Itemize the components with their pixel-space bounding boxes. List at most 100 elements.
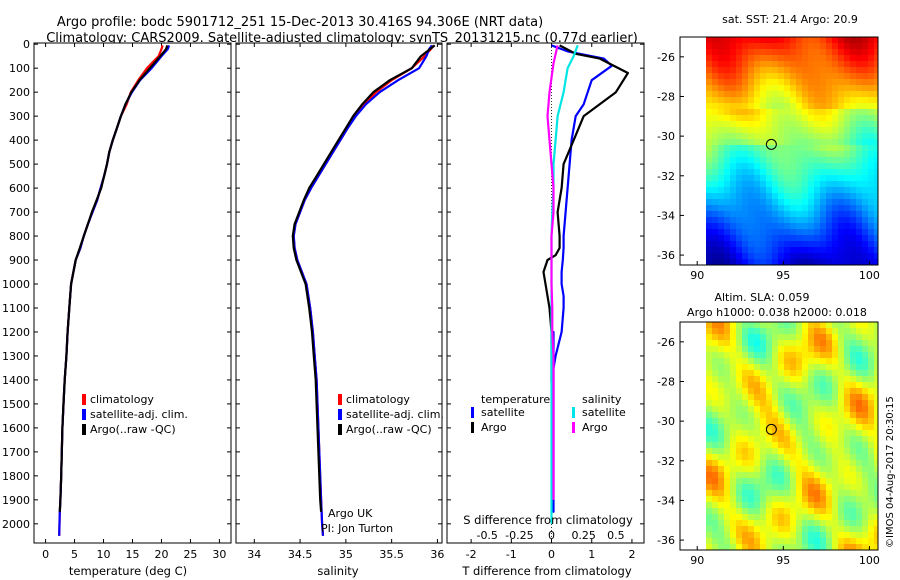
sla-cell	[742, 376, 748, 382]
sst-cell	[712, 37, 718, 43]
sst-cell	[826, 247, 832, 253]
series-line-salinity-argo	[546, 45, 559, 500]
sst-cell	[844, 229, 850, 235]
sla-cell	[790, 514, 796, 520]
sst-cell	[754, 241, 760, 247]
sla-cell	[826, 532, 832, 538]
sst-cell	[820, 139, 826, 145]
sla-cell	[736, 370, 742, 376]
sst-cell	[730, 49, 736, 55]
sla-cell	[784, 364, 790, 370]
sst-cell	[862, 193, 868, 199]
sst-cell	[754, 37, 760, 43]
sst-cell	[826, 241, 832, 247]
sst-cell	[850, 157, 856, 163]
s-tick-label: 0.25	[571, 529, 596, 542]
sst-cell	[778, 199, 784, 205]
sla-cell	[844, 400, 850, 406]
sst-cell	[784, 145, 790, 151]
sla-cell	[802, 436, 808, 442]
sla-cell	[832, 472, 838, 478]
sla-cell	[838, 406, 844, 412]
sst-cell	[862, 145, 868, 151]
sst-cell	[790, 127, 796, 133]
sst-cell	[760, 73, 766, 79]
sst-cell	[796, 169, 802, 175]
sla-cell	[850, 424, 856, 430]
sla-cell	[796, 484, 802, 490]
depth-tick-label: 1900	[2, 494, 30, 507]
sla-cell	[796, 448, 802, 454]
s-difference-tick-labels: -0.5 -0.25 0 0.25 0.5	[476, 529, 624, 542]
sst-cell	[832, 223, 838, 229]
sst-cell	[784, 49, 790, 55]
sst-cell	[820, 163, 826, 169]
sst-cell	[730, 115, 736, 121]
sst-cell	[874, 55, 878, 61]
sst-cell	[832, 259, 838, 265]
sst-cell	[784, 217, 790, 223]
sla-cell	[754, 430, 760, 436]
sst-cell	[790, 109, 796, 115]
sla-cell	[796, 538, 802, 544]
sst-cell	[790, 97, 796, 103]
sla-cell	[862, 322, 868, 328]
sla-cell	[736, 454, 742, 460]
sla-cell	[712, 418, 718, 424]
sla-cell	[784, 406, 790, 412]
sla-cell	[850, 508, 856, 514]
sla-cell	[742, 502, 748, 508]
sst-cell	[790, 37, 796, 43]
sla-cell	[790, 400, 796, 406]
sst-cell	[796, 79, 802, 85]
sla-cell	[718, 364, 724, 370]
sla-cell	[748, 430, 754, 436]
sla-cell	[850, 370, 856, 376]
sst-cell	[760, 205, 766, 211]
sst-cell	[850, 259, 856, 265]
sst-cell	[856, 49, 862, 55]
sst-cell	[820, 211, 826, 217]
sla-cell	[802, 364, 808, 370]
sst-cell	[712, 181, 718, 187]
sla-cell	[760, 394, 766, 400]
sst-cell	[862, 163, 868, 169]
sst-cell	[718, 151, 724, 157]
sst-cell	[760, 139, 766, 145]
sst-cell	[772, 121, 778, 127]
sla-cell	[748, 364, 754, 370]
sla-cell	[796, 460, 802, 466]
sst-cell	[754, 49, 760, 55]
sla-cell	[730, 340, 736, 346]
sst-cell	[784, 163, 790, 169]
sst-cell	[856, 121, 862, 127]
sla-cell	[796, 532, 802, 538]
sst-cell	[862, 97, 868, 103]
sla-cell	[874, 496, 878, 502]
sst-cell	[850, 175, 856, 181]
sla-cell	[862, 394, 868, 400]
sla-cell	[742, 454, 748, 460]
sla-cell	[736, 364, 742, 370]
sst-cell	[850, 169, 856, 175]
sst-cell	[838, 103, 844, 109]
sla-cell	[790, 532, 796, 538]
sst-cell	[868, 193, 874, 199]
sst-cell	[772, 247, 778, 253]
sst-cell	[850, 115, 856, 121]
sla-cell	[790, 340, 796, 346]
sla-cell	[790, 334, 796, 340]
sst-cell	[844, 91, 850, 97]
sla-cell	[718, 520, 724, 526]
sla-cell	[766, 376, 772, 382]
temperature-series	[58, 45, 171, 536]
sst-cell	[850, 181, 856, 187]
sst-cell	[754, 79, 760, 85]
sst-cell	[748, 61, 754, 67]
sst-cell	[838, 229, 844, 235]
sst-cell	[706, 235, 712, 241]
sst-cell	[802, 109, 808, 115]
sla-cell	[820, 508, 826, 514]
sst-cell	[718, 181, 724, 187]
sst-cell	[742, 67, 748, 73]
